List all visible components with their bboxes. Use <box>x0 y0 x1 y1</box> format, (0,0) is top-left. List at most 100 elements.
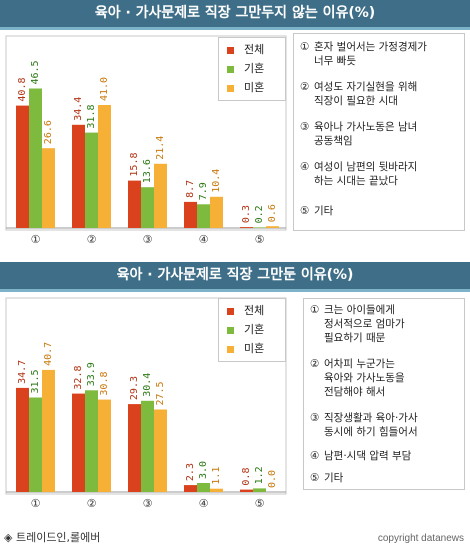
bar-미혼 <box>210 196 223 228</box>
reason-number: ③ <box>310 412 320 424</box>
bar-기혼 <box>29 88 42 228</box>
reason-text: 직장생활과 육아·가사 동시에 하기 힘들어서 <box>324 412 418 438</box>
reason-number: ① <box>300 41 310 53</box>
legend-swatch <box>227 46 234 54</box>
bar-미혼 <box>154 163 167 228</box>
x-tick-label: ④ <box>199 497 209 510</box>
bar-value-label: 1.2 <box>254 466 265 484</box>
chart-title: 육아 · 가사문제로 직장 그만두지 않는 이유(%) <box>0 0 470 30</box>
legend-label: 기혼 <box>244 323 265 336</box>
x-tick-label: ④ <box>199 233 209 245</box>
x-tick-label: ⑤ <box>255 233 265 245</box>
bar-value-label: 26.6 <box>43 120 54 144</box>
bar-전체 <box>240 489 253 492</box>
reason-text: 크는 아이들에게 정서적으로 엄마가 필요하기 때문 <box>324 304 405 344</box>
legend-label: 미혼 <box>244 342 265 355</box>
bar-기혼 <box>197 483 210 492</box>
bar-value-label: 30.4 <box>142 373 153 397</box>
bar-value-label: 0.6 <box>267 204 278 222</box>
bar-미혼 <box>154 409 167 492</box>
bar-value-label: 34.4 <box>73 97 84 121</box>
legend: 전체 기혼 미혼 <box>218 298 286 362</box>
bar-전체 <box>240 227 253 228</box>
x-tick-label: ① <box>31 233 41 245</box>
source-note: ◈ 트레이드인,롤에버 <box>4 531 101 544</box>
x-tick-label: ② <box>87 233 97 245</box>
bar-미혼 <box>98 399 111 492</box>
x-tick-label: ⑤ <box>255 497 265 510</box>
bar-value-label: 8.7 <box>185 180 196 198</box>
bar-value-label: 0.0 <box>267 470 278 488</box>
bar-value-label: 27.5 <box>155 381 166 405</box>
x-tick-label: ① <box>31 497 41 510</box>
chart-panel-2: 육아 · 가사문제로 직장 그만둔 이유(%) 34.7 31.5 40.7 ① 32.… <box>0 262 470 526</box>
bar-value-label: 10.4 <box>211 169 222 193</box>
bar-value-label: 34.7 <box>17 360 28 384</box>
reason-number: ④ <box>310 450 320 462</box>
bar-기혼 <box>141 400 154 492</box>
chart-title: 육아 · 가사문제로 직장 그만둔 이유(%) <box>0 262 470 292</box>
bar-value-label: 32.8 <box>73 366 84 390</box>
bar-전체 <box>128 180 141 228</box>
bar-value-label: 30.8 <box>99 372 110 396</box>
bar-value-label: 13.6 <box>142 159 153 183</box>
reason-number: ① <box>310 304 320 316</box>
bar-value-label: 33.9 <box>86 362 97 386</box>
legend-label: 전체 <box>244 304 265 317</box>
legend-item: 미혼 <box>227 342 264 356</box>
chart-panel-1: 육아 · 가사문제로 직장 그만두지 않는 이유(%) 40.8 46.5 26.6… <box>0 0 470 258</box>
reason-text: 기타 <box>324 472 344 484</box>
reason-text: 어차피 누군가는 육아와 가사노동을 전담해야 해서 <box>324 358 405 398</box>
legend-item: 미혼 <box>227 81 264 95</box>
reason-number: ② <box>310 358 320 370</box>
bar-value-label: 2.3 <box>185 463 196 481</box>
bar-value-label: 40.7 <box>43 342 54 366</box>
bar-전체 <box>184 201 197 228</box>
bar-미혼 <box>266 226 279 228</box>
reason-text: 혼자 벌어서는 가정경제가 너무 빠듯 <box>314 41 427 67</box>
bar-전체 <box>16 105 29 228</box>
copyright-note: copyright datanews <box>377 533 464 544</box>
bar-value-label: 0.8 <box>241 468 252 486</box>
reason-text: 육아나 가사노동은 남녀 공동책임 <box>314 121 418 147</box>
bar-미혼 <box>98 105 111 228</box>
bar-value-label: 3.0 <box>198 461 209 479</box>
legend-swatch <box>227 65 234 73</box>
bar-chart: 34.7 31.540.7 ① 32.8 33.9 30.8 ② 29.3 30.4 27.5 ③ 2… <box>5 297 287 510</box>
legend-swatch <box>227 84 234 92</box>
legend: 전체 기혼 미혼 <box>218 37 286 101</box>
legend-item: 전체 <box>227 43 264 57</box>
bar-전체 <box>72 124 85 228</box>
reasons-list: ① 혼자 벌어서는 가정경제가 너무 빠듯 ② 여성도 자기실현을 위해 직장이 필… <box>293 33 465 231</box>
bar-미혼 <box>42 148 55 228</box>
x-tick-label: ② <box>87 497 97 510</box>
legend-swatch <box>227 326 234 334</box>
reason-number: ④ <box>300 161 310 173</box>
bar-value-label: 0.2 <box>254 205 265 223</box>
bar-기혼 <box>29 397 42 492</box>
legend-swatch <box>227 345 234 353</box>
legend-label: 기혼 <box>244 62 265 75</box>
bar-전체 <box>128 404 141 492</box>
bar-value-label: 29.3 <box>129 376 140 400</box>
reason-number: ② <box>300 81 310 93</box>
bar-value-label: 21.4 <box>155 136 166 160</box>
bar-기혼 <box>253 227 266 228</box>
bar-기혼 <box>85 390 98 492</box>
bar-value-label: 7.9 <box>198 182 209 200</box>
bar-value-label: 0.3 <box>241 205 252 223</box>
bar-value-label: 40.8 <box>17 78 28 102</box>
reason-text: 기타 <box>314 205 334 217</box>
reason-number: ⑤ <box>300 205 310 217</box>
bar-미혼 <box>42 369 55 492</box>
legend-label: 전체 <box>244 43 265 56</box>
legend-item: 기혼 <box>227 323 264 337</box>
legend-label: 미혼 <box>244 81 265 94</box>
bar-value-label: 41.0 <box>99 77 110 101</box>
bar-value-label: 1.1 <box>211 467 222 485</box>
legend-swatch <box>227 307 234 315</box>
reason-number: ⑤ <box>310 472 320 484</box>
legend-item: 전체 <box>227 304 264 318</box>
bar-기혼 <box>141 187 154 228</box>
bar-value-label: 31.5 <box>30 369 41 393</box>
